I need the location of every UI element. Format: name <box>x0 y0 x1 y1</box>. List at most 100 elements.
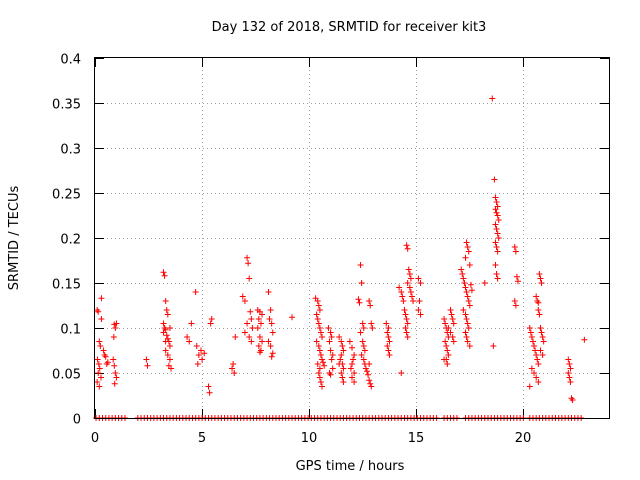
data-point <box>329 352 336 358</box>
data-point <box>407 289 414 295</box>
y-tick-label: 0.05 <box>52 368 81 383</box>
data-point <box>443 343 450 349</box>
data-point <box>268 353 275 360</box>
data-point <box>206 389 213 396</box>
data-point <box>398 289 405 295</box>
data-point <box>528 365 535 372</box>
data-point <box>255 316 262 322</box>
data-point <box>351 370 358 376</box>
data-point <box>143 356 150 363</box>
data-point <box>328 334 335 340</box>
data-point <box>267 307 274 313</box>
data-point <box>357 329 364 336</box>
data-point <box>368 383 375 390</box>
data-point <box>513 273 520 280</box>
data-point <box>166 356 173 363</box>
data-point <box>406 271 413 277</box>
data-point <box>407 275 414 282</box>
data-point <box>465 325 472 331</box>
data-point <box>415 307 422 313</box>
data-point <box>164 352 171 358</box>
y-tick-label: 0.25 <box>52 188 81 203</box>
data-point <box>163 332 170 339</box>
data-point <box>314 316 321 322</box>
data-point <box>386 352 393 358</box>
data-point <box>460 275 467 282</box>
data-point <box>94 379 101 385</box>
data-point <box>565 370 572 376</box>
data-point <box>447 329 454 336</box>
data-point <box>405 266 412 273</box>
data-point <box>581 336 588 343</box>
data-point <box>526 325 533 331</box>
data-point <box>144 362 151 369</box>
data-point <box>95 370 102 376</box>
data-point <box>166 325 173 331</box>
data-point <box>256 334 263 340</box>
data-point <box>512 248 519 255</box>
data-point <box>289 314 296 321</box>
data-point <box>205 383 212 390</box>
data-point <box>254 325 261 331</box>
data-point <box>533 293 540 300</box>
data-point <box>94 356 101 363</box>
data-point <box>489 95 496 102</box>
data-point <box>351 352 358 358</box>
x-tick-label: 5 <box>198 431 206 446</box>
data-points <box>93 95 588 421</box>
data-point <box>537 325 544 331</box>
data-point <box>350 356 357 363</box>
data-point <box>103 361 110 367</box>
data-point <box>362 365 369 372</box>
data-point <box>259 311 266 318</box>
data-point <box>199 356 206 363</box>
data-point <box>406 284 413 291</box>
y-tick-label: 0 <box>73 413 81 428</box>
data-point <box>445 325 452 331</box>
data-point <box>494 230 501 237</box>
data-point <box>463 316 470 322</box>
data-point <box>385 347 392 354</box>
data-point <box>328 356 335 363</box>
data-point <box>448 311 455 318</box>
data-point <box>533 352 540 358</box>
data-point <box>340 379 347 385</box>
data-point <box>359 338 366 345</box>
data-point <box>269 350 276 357</box>
data-point <box>528 334 535 340</box>
data-point <box>95 308 102 315</box>
data-point <box>416 298 423 304</box>
data-point <box>249 325 256 331</box>
data-point <box>244 320 251 327</box>
data-point <box>347 365 354 372</box>
data-point <box>449 316 456 322</box>
data-point <box>417 311 424 318</box>
data-point <box>192 289 199 295</box>
data-point <box>535 379 542 385</box>
data-point <box>529 338 536 345</box>
data-point <box>565 356 572 363</box>
data-point <box>113 320 120 327</box>
data-point <box>386 338 393 345</box>
data-point <box>566 374 573 381</box>
data-point <box>327 329 334 336</box>
data-point <box>232 334 239 340</box>
data-point <box>95 361 102 367</box>
data-point <box>340 347 347 354</box>
data-point <box>526 383 533 390</box>
data-point <box>492 194 499 201</box>
data-point <box>361 347 368 354</box>
data-point <box>338 352 345 358</box>
data-point <box>444 347 451 354</box>
data-point <box>444 361 451 367</box>
data-point <box>404 245 411 252</box>
data-point <box>402 311 409 318</box>
data-point <box>450 338 457 345</box>
data-point <box>531 343 538 349</box>
data-point <box>98 295 105 302</box>
data-point <box>316 325 323 331</box>
axis-ticks: 0 0.05 0.1 0.15 0.2 0.25 0.3 0.35 0.4 0 5 10 15 20 <box>52 53 609 446</box>
data-point <box>567 379 574 385</box>
data-point <box>410 298 417 304</box>
